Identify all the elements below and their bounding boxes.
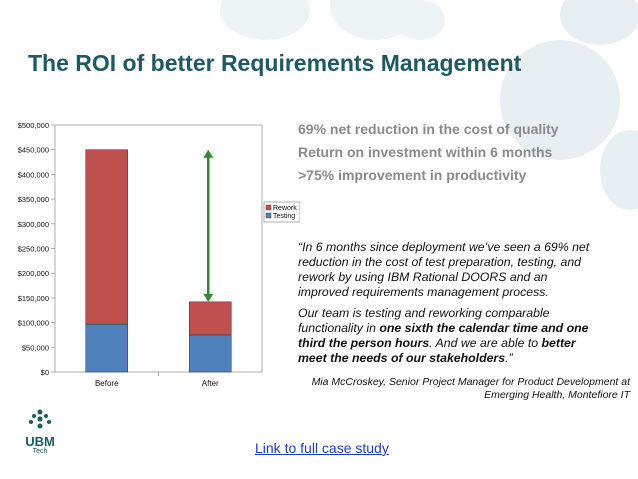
quote-text: .”: [505, 351, 513, 365]
customer-quote: “In 6 months since deployment we’ve seen…: [298, 240, 598, 372]
quote-paragraph-2: Our team is testing and reworking compar…: [298, 306, 598, 366]
decor-bubble: [220, 0, 310, 40]
arrow-head-top-icon: [203, 149, 214, 158]
quote-attribution: Mia McCroskey, Senior Project Manager fo…: [311, 376, 630, 401]
bar-rework-after: [189, 301, 232, 336]
bar-testing-before: [85, 323, 128, 373]
quote-paragraph-1: “In 6 months since deployment we’ve seen…: [298, 240, 590, 299]
decor-bubble: [395, 0, 445, 40]
ubm-tech-logo: UBM Tech: [20, 408, 60, 455]
arrow-head-bottom-icon: [203, 293, 214, 302]
y-tick-label: $450,000: [18, 146, 49, 155]
decor-bubble: [600, 130, 638, 210]
bullet-cost-reduction: 69% net reduction in the cost of quality: [298, 121, 559, 137]
legend-label-testing: Testing: [273, 213, 295, 220]
bar-rework-before: [85, 149, 128, 325]
bullet-productivity: >75% improvement in productivity: [298, 167, 527, 183]
bullet-roi: Return on investment within 6 months: [298, 144, 553, 160]
legend-box: [263, 201, 300, 223]
x-tick-label: After: [202, 379, 219, 388]
x-tick-label: Before: [95, 379, 119, 388]
y-tick-label: $350,000: [18, 195, 49, 204]
stacked-bar-chart: $0 $50,000 $100,000 $150,000 $200,000 $250,00…: [18, 121, 300, 388]
y-tick-label: $50,000: [22, 343, 49, 352]
bar-testing-after: [189, 334, 232, 373]
slide-title: The ROI of better Requirements Managemen…: [28, 50, 522, 76]
quote-emphasis: one sixth the calendar time and one thir…: [298, 321, 589, 350]
y-tick-label: $500,000: [18, 121, 49, 130]
case-study-link[interactable]: Link to full case study: [255, 440, 389, 456]
decor-bubble: [560, 0, 638, 45]
legend-swatch-rework: [265, 204, 272, 211]
y-tick-label: $150,000: [18, 294, 49, 303]
logo-mark-icon: [29, 409, 51, 429]
y-tick-label: $250,000: [18, 245, 49, 254]
logo-subtext: Tech: [32, 448, 48, 455]
quote-emphasis: better meet the needs of our stakeholder…: [298, 336, 576, 365]
legend-swatch-testing: [265, 212, 272, 219]
quote-text: . And we are able to: [429, 336, 542, 350]
key-results: 69% net reduction in the cost of quality…: [298, 118, 559, 187]
y-tick-label: $300,000: [18, 220, 49, 229]
y-tick-label: $0: [41, 368, 49, 377]
logo-text: UBM: [25, 434, 55, 449]
y-tick-label: $200,000: [18, 269, 49, 278]
quote-text: Our team is testing and reworking compar…: [298, 306, 550, 335]
y-tick-label: $400,000: [18, 170, 49, 179]
decor-bubble: [500, 40, 620, 160]
legend-label-rework: Rework: [273, 205, 297, 212]
y-tick-label: $100,000: [18, 319, 49, 328]
